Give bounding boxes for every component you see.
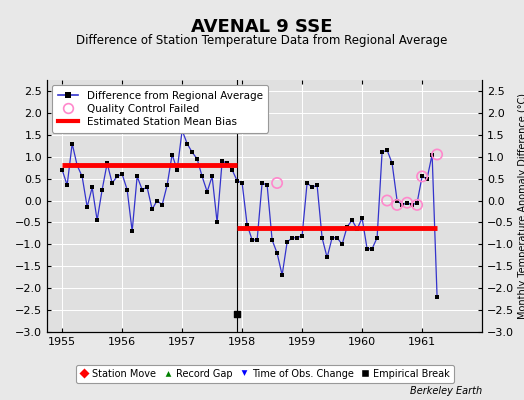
Point: [408, 202, 416, 208]
Point: [108, 180, 116, 186]
Point: [178, 127, 187, 134]
Point: [213, 219, 221, 226]
Point: [398, 202, 406, 208]
Y-axis label: Monthly Temperature Anomaly Difference (°C): Monthly Temperature Anomaly Difference (…: [518, 93, 524, 319]
Point: [313, 182, 321, 188]
Point: [433, 151, 441, 158]
Point: [303, 180, 311, 186]
Point: [218, 158, 226, 164]
Point: [128, 228, 136, 234]
Point: [113, 173, 122, 180]
Point: [328, 234, 336, 241]
Point: [238, 180, 246, 186]
Point: [118, 171, 126, 178]
Point: [418, 173, 427, 180]
Point: [173, 167, 181, 173]
Point: [198, 173, 206, 180]
Point: [258, 180, 266, 186]
Text: Berkeley Earth: Berkeley Earth: [410, 386, 482, 396]
Point: [133, 173, 141, 180]
Point: [158, 202, 166, 208]
Point: [273, 180, 281, 186]
Point: [73, 162, 81, 169]
Point: [103, 160, 111, 166]
Point: [278, 272, 286, 278]
Point: [83, 204, 91, 210]
Point: [348, 217, 356, 224]
Point: [368, 246, 376, 252]
Point: [163, 182, 171, 188]
Point: [403, 200, 411, 206]
Point: [358, 215, 366, 221]
Point: [228, 167, 236, 173]
Point: [78, 173, 86, 180]
Point: [233, 178, 242, 184]
Text: AVENAL 9 SSE: AVENAL 9 SSE: [191, 18, 333, 36]
Point: [268, 237, 276, 243]
Point: [253, 237, 261, 243]
Point: [378, 149, 386, 156]
Point: [333, 234, 341, 241]
Point: [248, 237, 256, 243]
Point: [188, 149, 196, 156]
Point: [423, 176, 431, 182]
Point: [288, 234, 296, 241]
Point: [123, 186, 132, 193]
Text: Difference of Station Temperature Data from Regional Average: Difference of Station Temperature Data f…: [77, 34, 447, 47]
Point: [263, 182, 271, 188]
Point: [298, 232, 307, 239]
Point: [383, 197, 391, 204]
Point: [363, 246, 372, 252]
Point: [208, 173, 216, 180]
Point: [93, 217, 101, 224]
Point: [323, 254, 331, 261]
Point: [233, 310, 242, 317]
Point: [68, 140, 77, 147]
Point: [223, 160, 231, 166]
Point: [58, 167, 67, 173]
Point: [343, 224, 351, 230]
Point: [138, 186, 146, 193]
Point: [393, 202, 401, 208]
Point: [88, 184, 96, 190]
Point: [153, 197, 161, 204]
Point: [388, 160, 396, 166]
Point: [433, 294, 441, 300]
Point: [143, 184, 151, 190]
Point: [293, 234, 301, 241]
Legend: Station Move, Record Gap, Time of Obs. Change, Empirical Break: Station Move, Record Gap, Time of Obs. C…: [75, 365, 454, 382]
Point: [308, 184, 316, 190]
Point: [318, 234, 326, 241]
Point: [193, 156, 201, 162]
Point: [403, 200, 411, 206]
Point: [63, 182, 71, 188]
Point: [168, 151, 176, 158]
Point: [203, 188, 211, 195]
Point: [148, 206, 156, 212]
Point: [383, 147, 391, 153]
Point: [353, 226, 362, 232]
Point: [283, 239, 291, 245]
Point: [418, 173, 427, 180]
Point: [98, 186, 106, 193]
Point: [338, 241, 346, 248]
Point: [413, 202, 421, 208]
Point: [243, 222, 252, 228]
Point: [273, 250, 281, 256]
Point: [183, 140, 191, 147]
Point: [373, 234, 381, 241]
Point: [428, 151, 436, 158]
Point: [413, 200, 421, 206]
Point: [393, 197, 401, 204]
